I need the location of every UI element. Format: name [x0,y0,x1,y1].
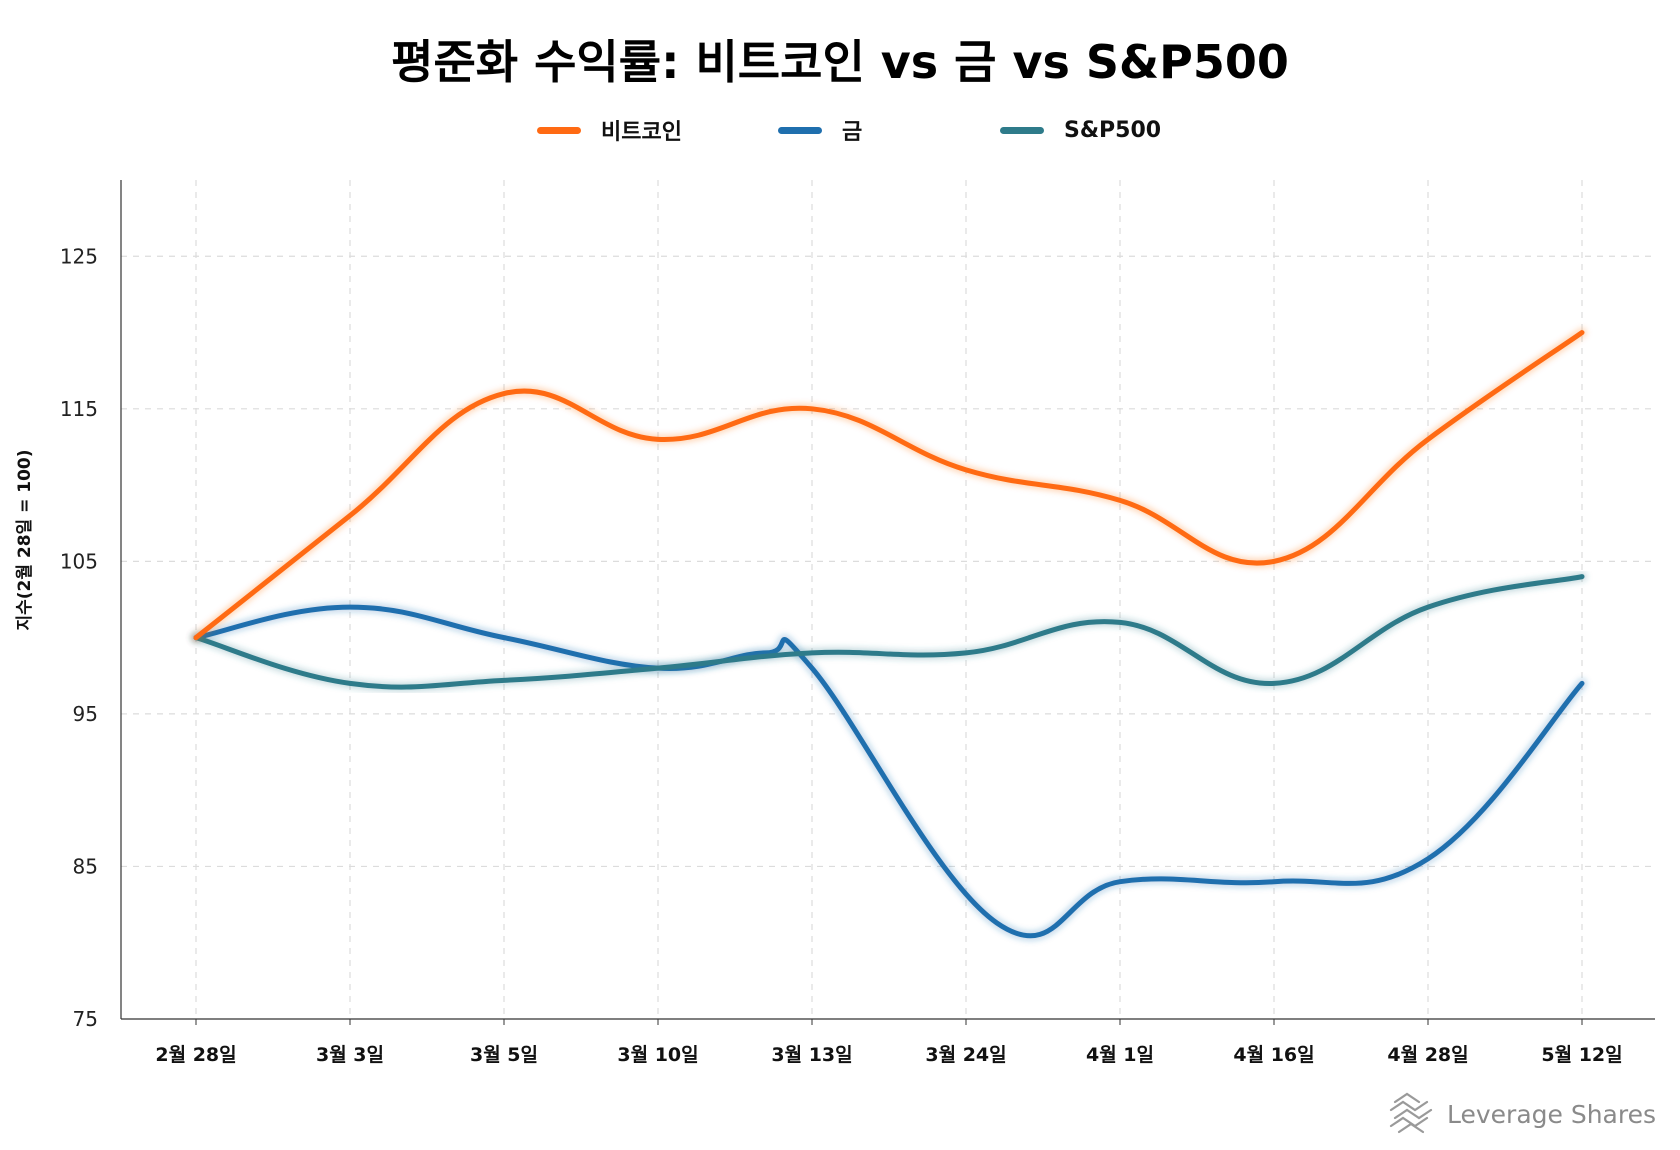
x-tick-label: 3월 5일 [470,1044,538,1066]
y-tick-label: 95 [73,702,98,726]
series-glow-sp500 [191,571,1587,693]
y-axis-label: 지수(2월 28일 = 100) [15,449,35,631]
series-glow-bitcoin [191,327,1587,643]
x-tick-label: 3월 24일 [925,1044,1006,1066]
y-tick-label: 105 [60,549,98,573]
series-line-bitcoin [193,330,1585,641]
x-tick-label: 4월 28일 [1387,1044,1468,1066]
x-tick-label: 3월 10일 [617,1044,698,1066]
legend-item-gold: 금 [778,110,862,150]
x-tick-label: 4월 1일 [1086,1044,1154,1066]
legend-label-sp500: S&P500 [1064,117,1162,143]
x-tick-label: 3월 13일 [771,1044,852,1066]
tick-labels: 75 85 95 105 115 125 2월 28일 3월 3일 3월 5일 3월 10일 3월 … [60,244,1623,1066]
leverage-shares-logo-icon [1389,1092,1433,1134]
grid [121,180,1655,1019]
axes [120,180,1655,1025]
chart-title: 평준화 수익률: 비트코인 vs 금 vs S&P500 [391,35,1289,89]
series-lines [191,327,1587,941]
y-tick-label: 115 [60,397,98,421]
watermark: Leverage Shares [1385,1088,1656,1140]
legend-swatch-sp500 [1000,126,1044,134]
legend-swatch-bitcoin [537,126,581,134]
legend-label-bitcoin: 비트코인 [601,120,682,145]
y-tick-label: 85 [73,854,98,878]
legend-swatch-gold [778,126,822,134]
x-tick-label: 3월 3일 [316,1044,384,1066]
legend-label-gold: 금 [842,120,863,145]
x-tick-label: 5월 12일 [1541,1044,1622,1066]
series-line-sp500 [193,574,1585,690]
legend-item-bitcoin: 비트코인 [537,110,682,150]
watermark-text: Leverage Shares [1447,1099,1657,1129]
y-tick-label: 125 [60,244,98,268]
x-tick-label: 2월 28일 [155,1044,236,1066]
legend-item-sp500: S&P500 [1000,110,1161,150]
legend: 비트코인 금 S&P500 [0,110,1680,150]
x-tick-label: 4월 16일 [1233,1044,1314,1066]
y-tick-label: 75 [73,1007,98,1031]
series-line-gold [193,604,1585,939]
